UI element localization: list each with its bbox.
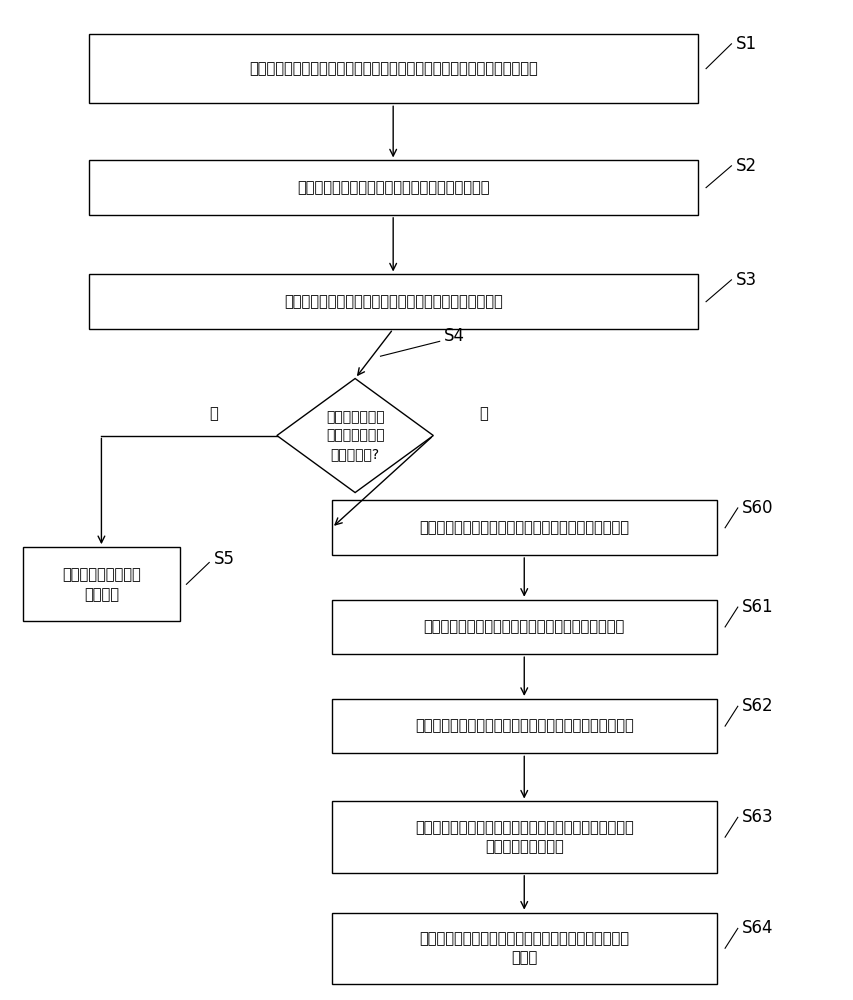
Bar (89, 160, 697, 215)
Text: S2: S2 (734, 157, 756, 175)
Polygon shape (276, 379, 432, 493)
Text: 基于摄像装置获取电子设备上的画面启动视频流，该视频流包括若干图像帧: 基于摄像装置获取电子设备上的画面启动视频流，该视频流包括若干图像帧 (248, 61, 537, 76)
Bar (332, 801, 716, 873)
Bar (89, 34, 697, 103)
Text: 第一差异度是否
大于或等于预设
的第一阈值?: 第一差异度是否 大于或等于预设 的第一阈值? (326, 410, 384, 461)
Text: 将两第一目标图像分别分隔为相同个数和大小的图像块: 将两第一目标图像分别分隔为相同个数和大小的图像块 (419, 520, 629, 535)
Text: 基于数据组中的第一差异度的数值判断处于稳定状态的
图像帧: 基于数据组中的第一差异度的数值判断处于稳定状态的 图像帧 (419, 931, 629, 966)
Text: S63: S63 (741, 808, 773, 826)
Bar (332, 913, 716, 984)
Text: S62: S62 (741, 697, 773, 715)
Text: 对图像帧进行抽帧处理，以获得若干第一目标图像: 对图像帧进行抽帧处理，以获得若干第一目标图像 (297, 180, 489, 195)
Text: S3: S3 (734, 271, 756, 289)
Bar (89, 274, 697, 329)
Text: S5: S5 (213, 550, 235, 568)
Text: 对计算出的所有分区差异度进行统计，以获得整体差异度: 对计算出的所有分区差异度进行统计，以获得整体差异度 (415, 719, 633, 734)
Text: S60: S60 (741, 499, 773, 517)
Bar (332, 500, 716, 555)
Text: 否: 否 (479, 406, 488, 421)
Text: S64: S64 (741, 919, 773, 937)
Text: S1: S1 (734, 35, 756, 53)
Text: 从整体上计算两第一目标图像的差异，以获得第一差异度: 从整体上计算两第一目标图像的差异，以获得第一差异度 (283, 294, 502, 309)
Text: S61: S61 (741, 598, 773, 616)
Text: 基于整体差异度对第一差异度进行更新，并将更新后的第
一差异度存入数据组: 基于整体差异度对第一差异度进行更新，并将更新后的第 一差异度存入数据组 (415, 820, 633, 855)
Text: 是: 是 (209, 406, 218, 421)
Bar (23, 547, 179, 621)
Text: S4: S4 (444, 327, 464, 345)
Text: 将该第一差异度存入
数据组中: 将该第一差异度存入 数据组中 (62, 567, 141, 602)
Bar (332, 699, 716, 753)
Bar (332, 600, 716, 654)
Text: 对每一对图像块进行差异分析，并计算出分区差异度: 对每一对图像块进行差异分析，并计算出分区差异度 (423, 619, 624, 634)
